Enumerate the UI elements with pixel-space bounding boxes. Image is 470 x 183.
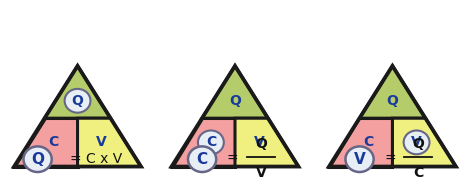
Text: C: C [363,135,374,149]
Text: =: = [384,152,396,166]
Text: Q: Q [412,137,424,151]
Ellipse shape [188,146,216,172]
Text: = C x V: = C x V [70,152,123,166]
Text: Q: Q [255,137,267,151]
Polygon shape [360,66,425,118]
Text: =: = [227,152,238,166]
Polygon shape [78,118,141,167]
Ellipse shape [404,130,430,154]
Text: C: C [413,166,423,180]
Text: Q: Q [386,94,399,108]
Text: C: C [206,135,216,149]
Polygon shape [202,66,268,118]
Text: Q: Q [229,94,241,108]
Polygon shape [235,118,298,167]
Polygon shape [329,118,392,167]
Text: Q: Q [71,94,84,108]
Text: C: C [48,135,59,149]
Text: V: V [411,135,422,149]
Polygon shape [45,66,110,118]
Polygon shape [392,118,456,167]
Text: Q: Q [31,152,44,167]
Polygon shape [14,118,78,167]
Ellipse shape [65,89,90,113]
Ellipse shape [345,146,374,172]
Text: C: C [196,152,208,167]
Text: V: V [254,135,265,149]
Text: V: V [96,135,107,149]
Text: V: V [256,166,266,180]
Polygon shape [172,118,235,167]
Ellipse shape [198,130,224,154]
Text: V: V [353,152,366,167]
Ellipse shape [24,146,52,172]
